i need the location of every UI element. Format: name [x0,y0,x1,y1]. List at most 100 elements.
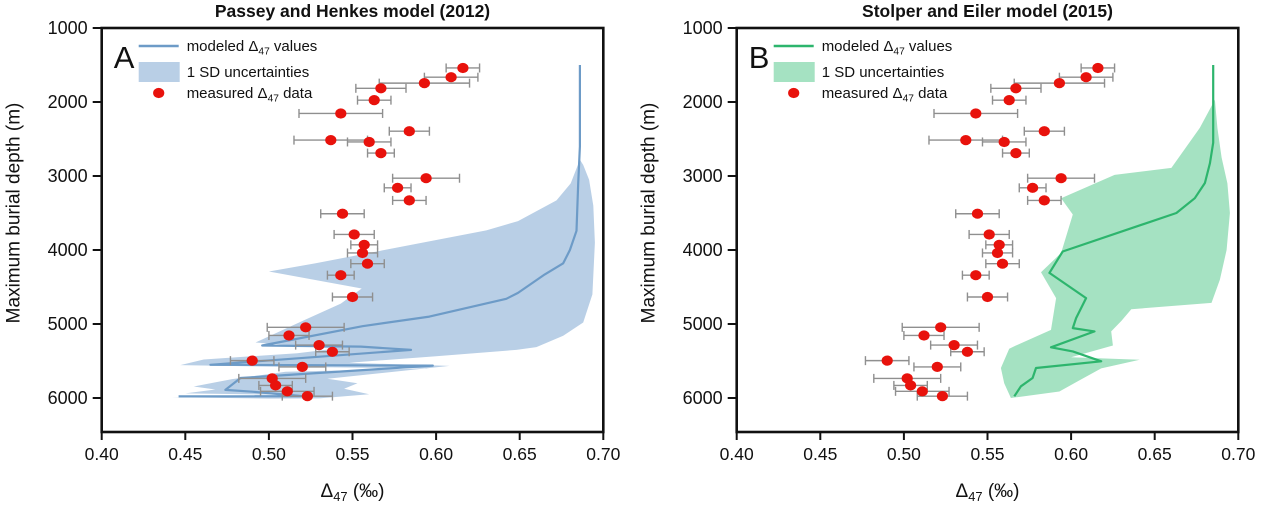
modeled-line [178,65,582,398]
x-tick-label: 0.60 [1054,444,1088,464]
measured-point [457,62,469,74]
measured-point [981,291,994,303]
legend-label: measured Δ47 data [187,85,313,104]
measured-point [403,195,415,206]
measured-point [420,173,432,184]
measured-point [283,330,295,341]
measured-point [368,95,380,106]
measured-point [1038,126,1050,137]
measured-point [983,229,995,240]
measured-point [916,386,928,397]
x-axis-label: Δ47 (‰) [956,481,1020,504]
measured-point [948,340,960,351]
x-tick-label: 0.45 [168,444,202,464]
measured-point [301,391,313,402]
measured-point [335,270,347,281]
measured-point [445,72,457,83]
measured-point [356,247,369,259]
y-tick-label: 4000 [683,240,723,260]
measured-point [375,148,387,159]
legend-label: modeled Δ47 values [187,38,318,57]
uncertainty-band [1000,99,1230,399]
measured-point [336,208,349,219]
legend-band-swatch [773,62,815,82]
x-tick-label: 0.70 [1221,444,1255,464]
measured-point [998,136,1010,148]
legend-point-swatch [788,87,800,99]
y-tick-label: 2000 [683,92,723,112]
measured-point [418,78,430,89]
y-tick-label: 3000 [48,166,88,186]
panel-letter: A [114,40,135,75]
measured-point [993,239,1005,250]
measured-point [881,355,893,366]
measured-point [335,108,347,119]
measured-point [961,346,974,357]
measured-point [363,136,375,148]
legend-band-swatch [138,62,180,82]
legend-label: 1 SD uncertainties [187,64,310,81]
measured-point [1092,62,1104,74]
y-axis-label: Maximum burial depth (m) [639,103,660,324]
measured-point [346,291,359,303]
y-tick-label: 5000 [48,314,88,334]
measured-point [905,380,917,391]
measured-point [361,258,374,269]
measured-point [313,340,325,351]
panel-title: Stolper and Eiler model (2015) [862,1,1113,21]
x-tick-label: 0.60 [419,444,453,464]
x-tick-label: 0.65 [503,444,537,464]
y-tick-label: 5000 [683,314,723,334]
x-tick-label: 0.45 [803,444,837,464]
measured-point [403,126,415,137]
x-tick-label: 0.55 [335,444,369,464]
x-tick-label: 0.70 [586,444,620,464]
measured-point [960,135,972,146]
y-tick-label: 6000 [48,388,88,408]
measured-point [246,355,258,366]
measured-point [1038,195,1050,206]
measured-point [300,322,312,333]
measured-point [936,391,949,402]
y-axis-label: Maximum burial depth (m) [4,103,25,324]
panel-A: 0.40 0.45 0.50 0.55 0.60 0.65 0.70 1000 2000 3000… [4,1,621,504]
y-tick-label: 1000 [48,18,88,38]
measured-point [1055,173,1067,184]
measured-point [931,361,943,372]
x-tick-label: 0.50 [887,444,921,464]
y-tick-label: 2000 [48,92,88,112]
measured-point [970,108,982,119]
measured-point [270,380,282,391]
panel-letter: B [749,40,770,75]
measured-point [1010,148,1022,159]
panel-title: Passey and Henkes model (2012) [215,1,490,21]
modeled-line [1013,65,1215,397]
measured-point [991,247,1004,259]
measured-point [1053,78,1065,89]
measured-point [1080,72,1092,83]
measured-point [970,270,982,281]
measured-point [281,386,293,397]
measured-point [348,229,360,240]
legend-label: 1 SD uncertainties [822,64,945,81]
measured-point [935,322,947,333]
x-tick-label: 0.55 [970,444,1004,464]
uncertainty-band [171,159,595,399]
measured-point [1027,182,1039,193]
measured-point [971,208,984,219]
measured-point [1010,83,1022,94]
measured-point [918,330,930,341]
measured-point [326,346,338,357]
x-tick-label: 0.40 [85,444,119,464]
measured-point [296,361,308,372]
measured-point [1003,95,1015,106]
x-tick-label: 0.40 [720,444,754,464]
y-tick-label: 3000 [683,166,723,186]
measured-point [375,83,387,94]
measured-point [325,135,337,146]
measured-point [392,182,404,193]
legend-point-swatch [153,87,165,99]
legend-label: modeled Δ47 values [822,38,953,57]
